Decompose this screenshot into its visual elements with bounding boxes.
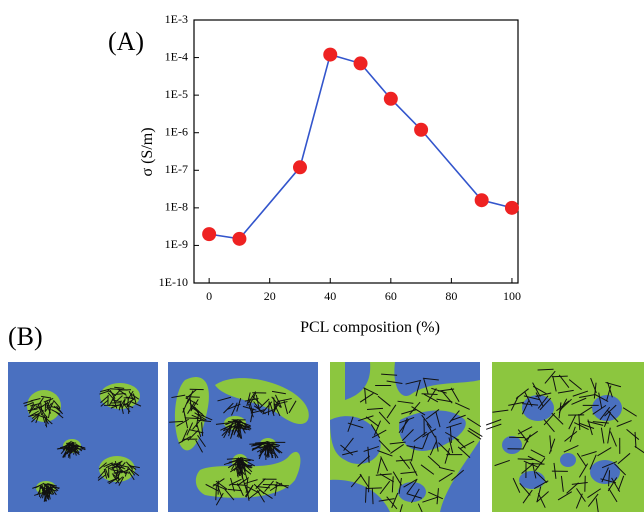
- fiber: [76, 449, 86, 450]
- series-line: [209, 55, 512, 239]
- y-tick-label: 1E-6: [165, 124, 188, 138]
- panel-label: (B): [8, 322, 43, 351]
- x-tick-label: 80: [445, 289, 457, 303]
- data-point: [293, 160, 307, 174]
- data-point: [384, 92, 398, 106]
- data-point: [414, 123, 428, 137]
- x-tick-label: 20: [264, 289, 276, 303]
- image-bg: [8, 362, 158, 512]
- fiber: [366, 488, 382, 489]
- data-point: [475, 193, 489, 207]
- y-tick-label: 1E-3: [165, 12, 188, 26]
- data-point: [232, 232, 246, 246]
- fiber: [369, 476, 370, 492]
- data-point: [202, 227, 216, 241]
- y-tick-label: 1E-9: [165, 237, 188, 251]
- y-tick-label: 1E-10: [159, 275, 188, 289]
- y-tick-label: 1E-8: [165, 200, 188, 214]
- fiber: [268, 401, 269, 415]
- data-point: [323, 48, 337, 62]
- x-tick-label: 60: [385, 289, 397, 303]
- y-tick-label: 1E-7: [165, 162, 188, 176]
- x-tick-label: 0: [206, 289, 212, 303]
- data-point: [505, 201, 519, 215]
- data-point: [354, 56, 368, 70]
- x-tick-label: 100: [503, 289, 521, 303]
- x-axis-title: PCL composition (%): [300, 319, 440, 336]
- fiber: [216, 486, 217, 500]
- morphology-images: [8, 362, 644, 512]
- y-axis-title: σ (S/m): [139, 127, 156, 176]
- fiber: [185, 418, 199, 419]
- y-tick-label: 1E-4: [165, 49, 188, 63]
- panel-label: (A): [108, 27, 144, 56]
- x-tick-label: 40: [324, 289, 336, 303]
- y-tick-label: 1E-5: [165, 87, 188, 101]
- fiber: [518, 459, 534, 460]
